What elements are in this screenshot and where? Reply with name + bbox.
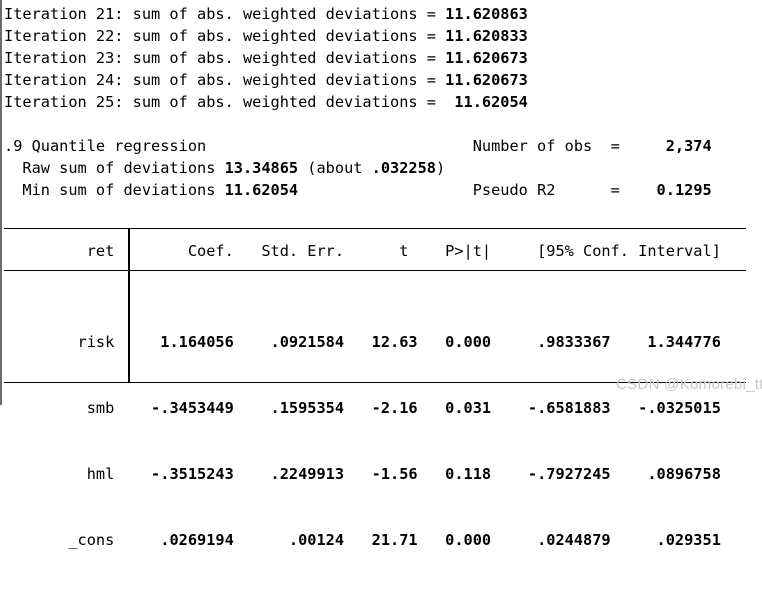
iteration-prefix: Iteration 22: sum of abs. weighted devia… — [4, 27, 446, 45]
min-sum-value: 11.62054 — [224, 181, 299, 199]
about-value: .032258 — [371, 159, 436, 177]
iteration-prefix: Iteration 23: sum of abs. weighted devia… — [4, 49, 446, 67]
row-values: 1.164056 .0921584 12.63 0.000 .9833367 1… — [114, 333, 721, 351]
table-row: hml -.3515243 .2249913 -1.56 0.118 -.792… — [4, 463, 721, 485]
iteration-line: Iteration 22: sum of abs. weighted devia… — [4, 25, 712, 47]
qreg-title-and-nobs-label: .9 Quantile regression Number of obs = — [4, 137, 620, 155]
close-paren: ) — [435, 159, 446, 177]
table-row: risk 1.164056 .0921584 12.63 0.000 .9833… — [4, 331, 721, 353]
stata-results-window: Iteration 21: sum of abs. weighted devia… — [0, 0, 762, 549]
row-values: .0269194 .00124 21.71 0.000 .0244879 .02… — [114, 531, 721, 549]
pseudo-r2-label: Pseudo R2 = — [298, 181, 620, 199]
row-values: -.3515243 .2249913 -1.56 0.118 -.7927245… — [114, 465, 721, 483]
table-row: _cons .0269194 .00124 21.71 0.000 .02448… — [4, 529, 721, 551]
iteration-value: 11.620673 — [445, 71, 528, 89]
iteration-prefix: Iteration 24: sum of abs. weighted devia… — [4, 71, 446, 89]
row-label: _cons — [4, 531, 115, 549]
row-label: hml — [4, 465, 115, 483]
table-column-headers: Coef. Std. Err. t P>|t| [95% Conf. Inter… — [114, 242, 721, 260]
iteration-value: 11.620863 — [445, 5, 528, 23]
table-row: smb -.3453449 .1595354 -2.16 0.031 -.658… — [4, 397, 721, 419]
depvar-label: ret — [4, 242, 115, 260]
table-bottom-rule — [4, 382, 746, 383]
table-top-rule — [4, 228, 746, 229]
table-body: risk 1.164056 .0921584 12.63 0.000 .9833… — [4, 287, 721, 595]
min-sum-label: Min sum of deviations — [4, 181, 225, 199]
iteration-line: Iteration 23: sum of abs. weighted devia… — [4, 47, 712, 69]
row-label: smb — [4, 399, 115, 417]
number-of-obs-value: 2,374 — [619, 137, 712, 155]
min-sum-line: Min sum of deviations 11.62054 Pseudo R2… — [4, 179, 712, 201]
blank-line — [4, 113, 712, 135]
row-values: -.3453449 .1595354 -2.16 0.031 -.6581883… — [114, 399, 721, 417]
raw-sum-line: Raw sum of deviations 13.34865 (about .0… — [4, 157, 712, 179]
window-left-border — [0, 0, 2, 405]
row-label: risk — [4, 333, 115, 351]
table-middle-rule — [4, 270, 746, 271]
table-header-row: ret Coef. Std. Err. t P>|t| [95% Conf. I… — [4, 240, 721, 262]
iteration-value: 11.620833 — [445, 27, 528, 45]
csdn-watermark: CSDN @Komorebi_tt — [616, 376, 762, 393]
raw-sum-value: 13.34865 — [224, 159, 299, 177]
pseudo-r2-value: 0.1295 — [619, 181, 712, 199]
iteration-value: 11.62054 — [445, 93, 528, 111]
raw-sum-label: Raw sum of deviations — [4, 159, 225, 177]
iteration-line: Iteration 24: sum of abs. weighted devia… — [4, 69, 712, 91]
iteration-value: 11.620673 — [445, 49, 528, 67]
table-vertical-divider — [128, 228, 130, 382]
console-output: Iteration 21: sum of abs. weighted devia… — [4, 3, 712, 201]
iteration-prefix: Iteration 25: sum of abs. weighted devia… — [4, 93, 446, 111]
iteration-line: Iteration 21: sum of abs. weighted devia… — [4, 3, 712, 25]
qreg-header-line: .9 Quantile regression Number of obs = 2… — [4, 135, 712, 157]
about-label: (about — [298, 159, 372, 177]
iteration-line: Iteration 25: sum of abs. weighted devia… — [4, 91, 712, 113]
iteration-prefix: Iteration 21: sum of abs. weighted devia… — [4, 5, 446, 23]
